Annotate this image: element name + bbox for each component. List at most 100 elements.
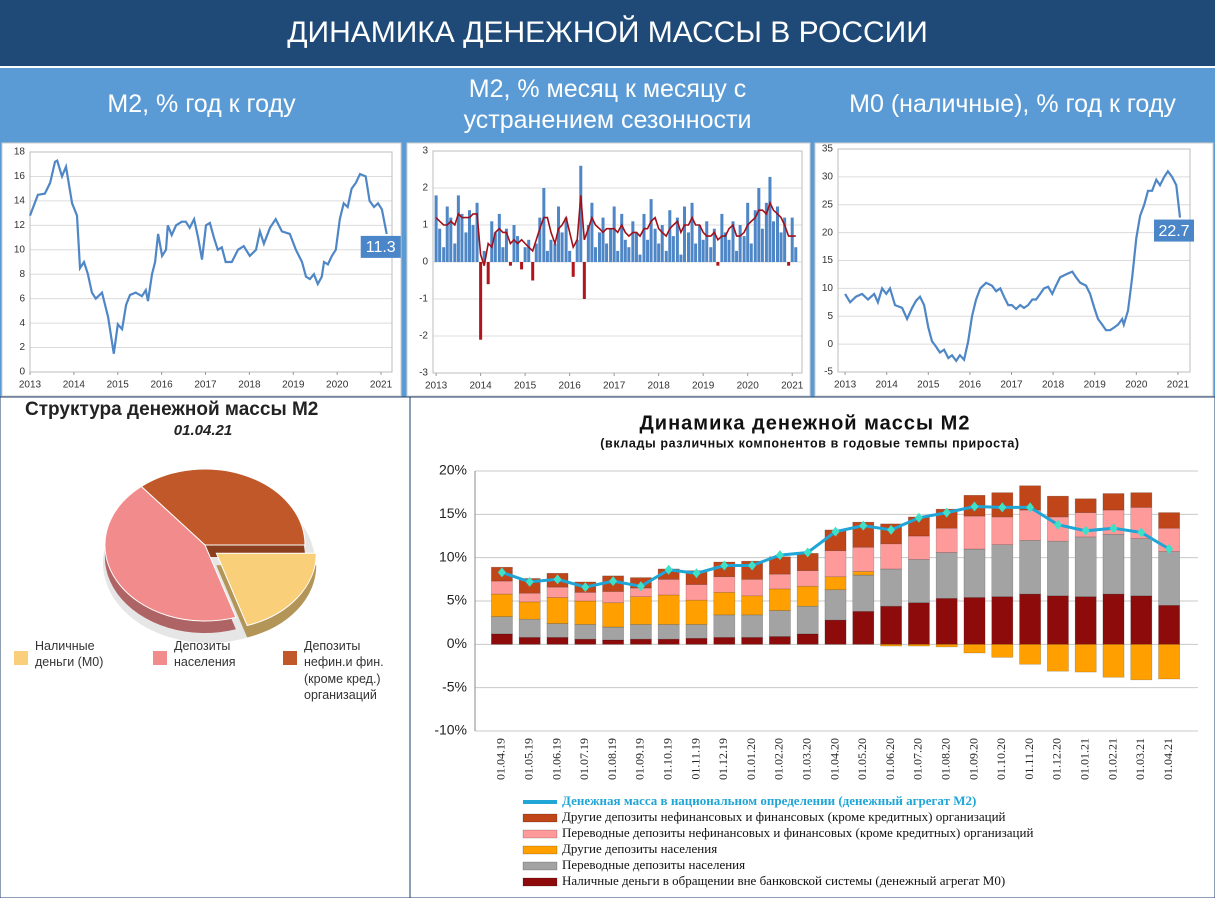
bar xyxy=(634,232,638,262)
y-tick-label: 5% xyxy=(447,592,467,608)
pie-slice xyxy=(215,552,317,627)
pie-slice xyxy=(104,485,237,622)
bar xyxy=(523,247,527,262)
x-tick-label: 2015 xyxy=(917,380,940,391)
bar-segment xyxy=(963,597,986,645)
bar-segment xyxy=(908,644,930,647)
value-label-bg xyxy=(360,235,401,258)
legend-label: Другие депозиты нефинансовых и финансовы… xyxy=(562,809,1006,824)
y-tick-label: 30 xyxy=(822,172,834,183)
line-marker xyxy=(942,507,951,518)
bar-segment xyxy=(824,619,847,645)
bar xyxy=(445,206,449,262)
bar-segment xyxy=(685,599,708,625)
bar-segment xyxy=(824,589,847,621)
bar xyxy=(531,262,535,281)
bar xyxy=(727,239,731,262)
bar xyxy=(575,239,579,262)
bar xyxy=(631,221,635,262)
x-tick-label: 01.03.20 xyxy=(799,738,813,780)
bar xyxy=(768,176,772,262)
bar-segment xyxy=(880,568,902,607)
bar xyxy=(653,228,657,262)
line-marker xyxy=(1109,523,1118,534)
x-tick-label: 01.04.20 xyxy=(827,738,841,780)
bar-segment xyxy=(1158,512,1180,529)
bar xyxy=(597,232,601,262)
bar-segment xyxy=(908,602,930,645)
bar-segment xyxy=(546,623,569,638)
bar xyxy=(638,254,642,262)
bar-segment xyxy=(991,544,1014,597)
bar-segment xyxy=(1130,538,1153,597)
bar xyxy=(493,232,497,262)
x-tick-label: 2017 xyxy=(194,380,217,391)
bar xyxy=(605,243,609,262)
x-tick-label: 2016 xyxy=(559,381,582,392)
y-tick-label: 8 xyxy=(19,269,25,280)
x-tick-label: 2014 xyxy=(470,381,493,392)
value-label: 22.7 xyxy=(1158,223,1189,240)
bar-segment xyxy=(1074,596,1097,645)
bar xyxy=(783,217,787,262)
bar xyxy=(682,206,686,262)
y-tick-label: 15% xyxy=(439,505,467,521)
bar xyxy=(486,262,490,285)
bar xyxy=(668,210,672,262)
bar xyxy=(623,239,627,262)
x-tick-label: 01.07.20 xyxy=(911,738,925,780)
bar xyxy=(479,262,483,340)
bar xyxy=(731,221,735,262)
bar-segment xyxy=(824,576,847,591)
bar xyxy=(490,221,494,262)
x-tick-label: 2016 xyxy=(959,380,982,391)
y-tick-label: 6 xyxy=(19,293,25,304)
panel-bg xyxy=(406,142,811,397)
pie-legend-label: Депозиты нефин.и фин. (кроме кред.) орга… xyxy=(304,639,384,702)
bar xyxy=(698,225,702,262)
panel-title: М0 (наличные), % год к году xyxy=(849,90,1176,119)
bar-segment xyxy=(657,624,680,640)
bar xyxy=(586,225,590,262)
bar-segment xyxy=(685,624,708,639)
y-tick-label: 1 xyxy=(422,220,428,231)
panel-title: М2, % год к году xyxy=(107,90,296,119)
bar-segment xyxy=(1102,593,1125,645)
bar-segment xyxy=(796,633,819,645)
y-tick-label: 35 xyxy=(822,144,834,155)
legend-swatch xyxy=(522,877,558,887)
bar-segment xyxy=(491,593,513,617)
bar xyxy=(601,217,605,262)
page-title: ДИНАМИКА ДЕНЕЖНОЙ МАССЫ В РОССИИ xyxy=(287,16,928,49)
bar xyxy=(757,188,761,262)
x-tick-label: 01.10.20 xyxy=(994,738,1008,780)
bar-segment xyxy=(685,637,708,645)
x-tick-label: 2016 xyxy=(151,380,174,391)
bar-segment xyxy=(1130,492,1153,508)
panel-bg xyxy=(1,142,402,397)
y-tick-label: -5% xyxy=(442,678,467,694)
bar-segment xyxy=(991,644,1014,658)
bar-segment xyxy=(602,591,624,604)
x-tick-label: 01.06.19 xyxy=(549,738,563,780)
bar-segment xyxy=(1019,509,1041,541)
bar-segment xyxy=(880,605,902,645)
bar-segment xyxy=(713,614,736,638)
bar xyxy=(564,217,568,262)
y-tick-label: 3 xyxy=(422,146,428,157)
bar-segment xyxy=(657,638,680,645)
bar-segment xyxy=(1019,540,1041,595)
x-tick-label: 2020 xyxy=(737,381,760,392)
bar xyxy=(453,243,457,262)
y-tick-label: 0 xyxy=(422,257,428,268)
bar-segment xyxy=(1047,595,1069,645)
bar xyxy=(482,250,486,262)
bar-segment xyxy=(602,602,624,628)
pie-legend-label: Депозиты населения xyxy=(174,639,236,670)
bar-segment xyxy=(852,574,875,612)
bar-segment xyxy=(1047,540,1069,597)
bar-segment xyxy=(935,552,958,599)
x-tick-label: 2020 xyxy=(1125,380,1148,391)
legend-label: Наличные деньги в обращении вне банковск… xyxy=(562,873,1005,888)
